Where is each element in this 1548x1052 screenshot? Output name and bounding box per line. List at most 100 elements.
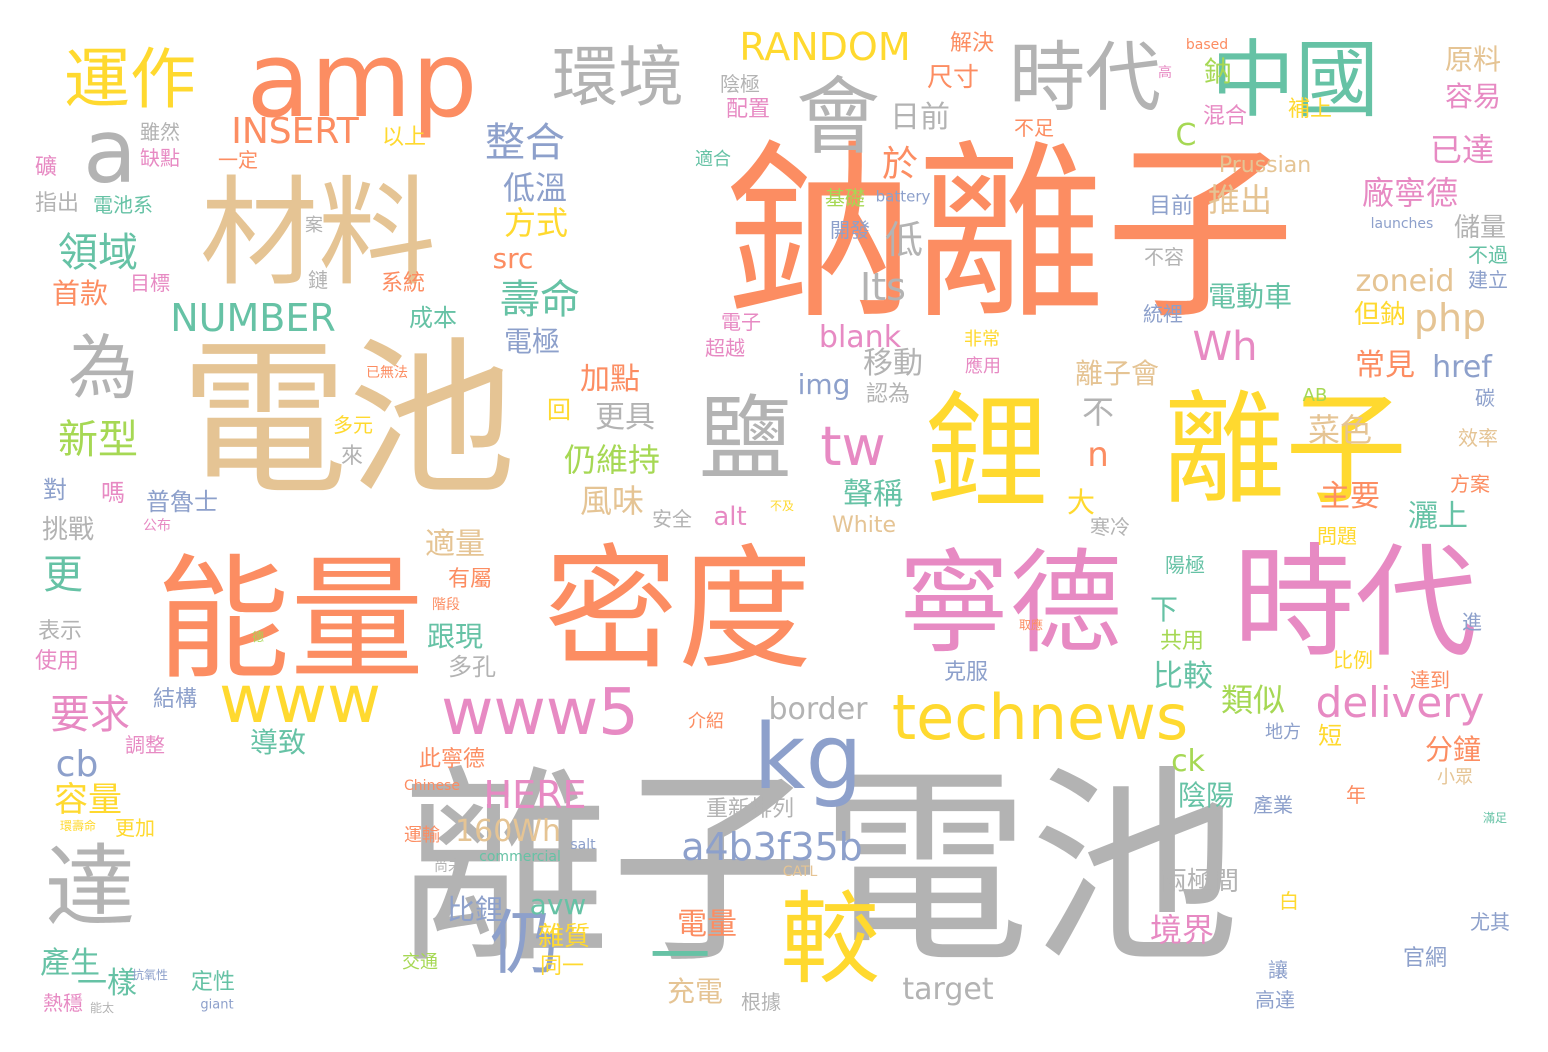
word-requirement: 要求 — [50, 692, 130, 738]
word-launches: launches — [1370, 216, 1434, 232]
word-amp: amp — [246, 19, 478, 141]
word-foundation: 基礎 — [825, 186, 865, 210]
word-alt: alt — [713, 502, 747, 532]
word-believe: 認為 — [865, 382, 911, 407]
word-above: 以上 — [381, 125, 427, 150]
word-more: 更 — [43, 552, 83, 598]
word-compare: 較 — [780, 881, 880, 998]
word-a4b3f35b: a4b3f35b — [681, 825, 863, 869]
word-img: img — [797, 368, 851, 401]
word-establish: 建立 — [1468, 268, 1508, 292]
word-very: 非常 — [964, 329, 1000, 350]
word-cold: 寒冷 — [1090, 515, 1130, 539]
word-target: target — [902, 972, 994, 1007]
word-same: 一樣 — [77, 966, 137, 1001]
word-n: n — [1087, 435, 1109, 475]
word-use: 使用 — [34, 649, 80, 674]
word-a: a — [83, 100, 137, 203]
word-white-cjk: 白 — [1279, 889, 1299, 913]
word-porous: 多孔 — [448, 653, 496, 681]
word-even-more: 更加 — [115, 816, 155, 840]
word-configure: 配置 — [725, 97, 771, 122]
word-cb: cb — [55, 744, 99, 785]
word-not-yet: 尚未 — [434, 859, 462, 875]
word-environment: 環境 — [552, 39, 684, 116]
word-come: 來 — [340, 444, 364, 469]
word-energy-too: 能太 — [89, 1001, 115, 1015]
word-proper-amount: 適量 — [425, 527, 485, 562]
word-battery-system: 電池系 — [93, 193, 153, 217]
word-de: 德 — [251, 630, 265, 644]
word-problem: 問題 — [1317, 524, 1357, 548]
word-currently: 目前 — [1148, 194, 1194, 219]
word-main: 主要 — [1320, 479, 1380, 514]
word-china: 中國 — [1210, 31, 1380, 129]
word-cost: 成本 — [409, 304, 457, 332]
word-random: RANDOM — [739, 25, 911, 69]
word-reserves: 儲量 — [1453, 213, 1507, 243]
word-according: 根據 — [741, 990, 781, 1014]
word-raw-material: 原料 — [1444, 43, 1502, 76]
word-at: 於 — [881, 144, 919, 185]
word-claim: 聲稱 — [843, 477, 903, 512]
word-structure: 結構 — [152, 687, 198, 712]
word-carbon: 碳 — [1475, 386, 1495, 410]
word-rearrange: 重新排列 — [705, 797, 795, 822]
word-minute: 分鐘 — [1424, 733, 1482, 766]
word-ningde: 寧德 — [898, 539, 1122, 669]
word-recently: 日前 — [890, 100, 950, 135]
word-commercial: commercial — [479, 849, 561, 865]
word-unable: 已無法 — [366, 365, 408, 381]
word-shortcoming: 缺點 — [140, 146, 180, 170]
word-let: 讓 — [1268, 958, 1288, 982]
word-capacity: 容量 — [54, 780, 122, 820]
word-white: White — [832, 513, 896, 538]
word-efficiency: 效率 — [1458, 426, 1498, 450]
word-factory-ningde: 廠寧德 — [1361, 174, 1459, 212]
word-not: 不 — [1081, 393, 1115, 431]
word-new-type: 新型 — [58, 417, 138, 463]
word-share: 共用 — [1159, 629, 1205, 654]
word-for: 為 — [68, 327, 138, 409]
word-surpass: 超越 — [705, 336, 745, 360]
word-generate: 產生 — [40, 946, 100, 981]
word-system: 系統 — [380, 271, 426, 296]
word-electrode: 電極 — [503, 325, 561, 358]
word-www: www — [219, 661, 381, 738]
word-not-easy: 不容 — [1144, 245, 1184, 269]
word-ab: AB — [1302, 385, 1328, 406]
word-question: 嗎 — [101, 479, 125, 507]
word-battery: 電池 — [180, 322, 516, 518]
word-as-high-as: 高達 — [1255, 988, 1295, 1012]
word-impurity: 雜質 — [537, 922, 591, 952]
word-160wh: 160Wh — [455, 814, 561, 849]
word-comparison: 比較 — [1153, 659, 1213, 694]
word-niche: 小眾 — [1437, 767, 1473, 788]
word-indicate: 表示 — [37, 619, 83, 644]
word-mine: 礦 — [34, 155, 58, 180]
word-zoneid: zoneid — [1355, 264, 1455, 299]
word-official-site: 官網 — [1402, 946, 1448, 971]
word-number: NUMBER — [170, 296, 336, 340]
word-low: 低 — [884, 218, 924, 262]
word-than-lithium: 比鋰 — [446, 893, 504, 926]
word-charge-amount: 電量 — [677, 907, 737, 942]
word-big: 大 — [1066, 486, 1096, 519]
word-still-maintain: 仍維持 — [563, 441, 661, 479]
word-integrate: 整合 — [485, 120, 565, 166]
word-industry: 產業 — [1253, 793, 1293, 817]
word-related: 有屬 — [447, 567, 493, 592]
word-catl: CATL — [782, 864, 818, 880]
word-prussian-cjk: 普魯士 — [146, 488, 218, 516]
word-sodium-ion: 鈉離子 — [724, 124, 1296, 345]
word-announce: 公布 — [143, 518, 171, 534]
word-ion: 離子 — [1163, 379, 1407, 521]
word-short: 短 — [1318, 722, 1342, 750]
word-challenge: 挑戰 — [41, 515, 95, 545]
word-identical: 同一 — [539, 954, 585, 979]
word-avw: avw — [529, 888, 587, 921]
word-lifespan: 壽命 — [500, 277, 580, 323]
word-ev: 電動車 — [1207, 280, 1293, 313]
word-energy: 能量 — [155, 542, 425, 698]
